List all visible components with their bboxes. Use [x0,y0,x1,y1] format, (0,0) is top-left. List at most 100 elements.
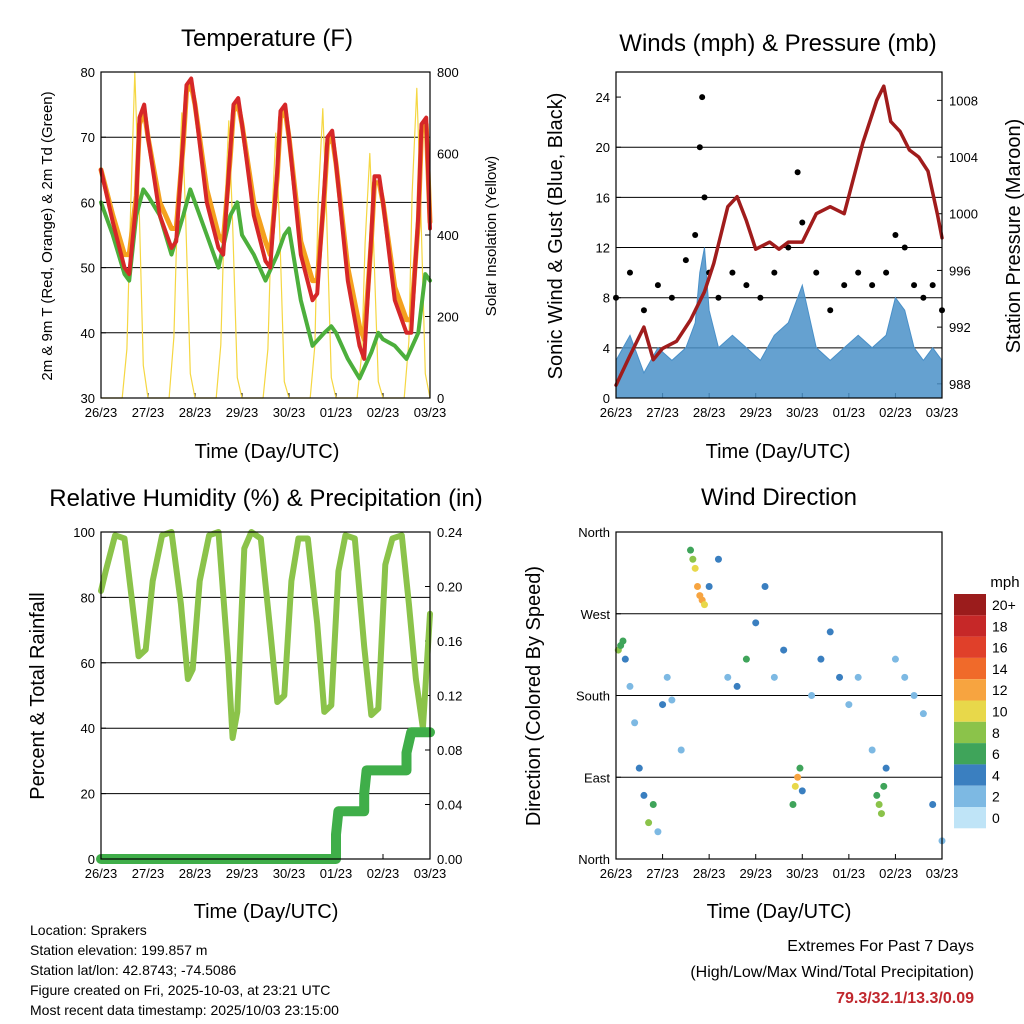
temperature-title: Temperature (F) [181,25,353,52]
gust-point [771,269,778,276]
y-tick-label: 100 [73,525,95,540]
x-tick-label: 26/23 [600,405,633,420]
gust-point [785,244,792,251]
y2-tick-label: 0 [437,391,444,406]
y-tick-label: 60 [81,195,95,210]
winds-xlabel: Time (Day/UTC) [706,441,851,463]
direction-point [910,692,918,699]
gust-point [699,94,706,101]
direction-point [877,810,885,818]
y2-tick-label: 992 [949,320,971,335]
dewpoint-line [99,187,432,381]
speed-legend: 20+ 18 16 14 12 10 8 6 4 2 0 [954,594,1016,829]
direction-point [873,791,881,799]
gust-point [640,307,647,314]
x-tick-label: 03/23 [414,405,447,420]
gust-point [841,282,848,289]
gust-point [827,307,834,314]
direction-point [691,564,699,572]
winds-plot-area: 26/23 27/23 28/23 29/23 30/23 01/23 02/23 03/23… [596,71,978,420]
legend-swatch [954,636,986,658]
y-tick-label: 40 [81,326,95,341]
direction-point [789,801,797,808]
x-tick-label: 27/23 [646,866,679,881]
x-tick-label: 01/23 [833,866,866,881]
legend-label: 12 [992,682,1008,698]
direction-point [649,801,657,808]
direction-point [668,696,676,704]
x-tick-label: 30/23 [273,866,306,881]
gust-point [729,269,736,276]
direction-point [635,764,643,772]
y2-tick-label: 0.04 [437,798,462,813]
y2-tick-label: 0.12 [437,689,462,704]
direction-point [808,692,816,699]
x-tick-label: 27/23 [646,405,679,420]
direction-title: Wind Direction [701,484,857,511]
extremes-title: Extremes For Past 7 Days [787,938,974,955]
direction-point [826,628,834,636]
direction-point [794,773,802,781]
legend-label: 6 [992,746,1000,762]
x-tick-label: 29/23 [226,405,259,420]
speed-legend-title: mph [990,574,1019,591]
solar-insolation-line [100,71,431,399]
y2-tick-label: 988 [949,377,971,392]
x-tick-label: 29/23 [739,866,772,881]
humidity-ylabel-left: Percent & Total Rainfall [27,592,49,800]
x-tick-label: 27/23 [132,866,165,881]
y2-tick-label: 0.20 [437,580,462,595]
legend-label: 14 [992,661,1008,677]
direction-point [659,701,667,709]
x-tick-label: 27/23 [132,405,165,420]
station-info: Location: Sprakers Station elevation: 19… [30,920,339,1020]
plot-border [615,71,943,399]
y-tick-label: 60 [81,656,95,671]
gust-point [692,232,699,238]
direction-point [645,819,653,827]
temperature-panel: Temperature (F) 26/23 27/23 28/23 29/23 30/2… [39,25,500,463]
legend-label: 0 [992,810,1000,826]
humidity-title: Relative Humidity (%) & Precipitation (i… [49,485,482,512]
direction-point [733,682,741,690]
y2-tick-label: 1008 [949,93,978,108]
direction-point [677,746,685,754]
humidity-panel: Relative Humidity (%) & Precipitation (i… [27,485,483,923]
y-tick-label: 20 [596,140,610,155]
y-tick-label: 12 [596,241,610,256]
direction-point [798,787,806,795]
legend-swatch [954,679,986,701]
y2-tick-label: 400 [437,228,459,243]
x-tick-label: 30/23 [786,866,819,881]
direction-point [891,655,899,663]
y2-tick-label: 1000 [949,207,978,222]
gust-point [813,269,820,276]
extremes-box: Extremes For Past 7 Days (High/Low/Max W… [690,934,974,1012]
x-tick-label: 26/23 [85,405,118,420]
legend-swatch [954,785,986,807]
direction-xlabel: Time (Day/UTC) [707,901,852,923]
legend-label: 4 [992,767,1000,783]
y-tick-label: South [576,689,610,704]
station-elevation: Station elevation: 199.857 m [30,942,208,958]
direction-point [714,555,722,563]
y2-tick-label: 0.08 [437,743,462,758]
plot-border [100,71,431,399]
x-tick-label: 01/23 [320,405,353,420]
direction-point [868,746,876,754]
legend-swatch [954,743,986,765]
y-tick-label: 30 [81,391,95,406]
y-tick-label: 50 [81,261,95,276]
temperature-ylabel-right: Solar Insolation (Yellow) [483,156,500,316]
direction-panel: Wind Direction 26/23 27/23 28/23 29/23 30/23… [523,484,1020,923]
gust-point [654,282,661,289]
gust-point [696,144,703,151]
gust-point [869,282,876,289]
x-tick-label: 02/23 [367,866,400,881]
direction-point [817,655,825,663]
x-tick-label: 03/23 [414,866,447,881]
figure-created: Figure created on Fri, 2025-10-03, at 23… [30,982,331,998]
direction-point [761,583,769,590]
temp-9m-line [98,82,433,342]
